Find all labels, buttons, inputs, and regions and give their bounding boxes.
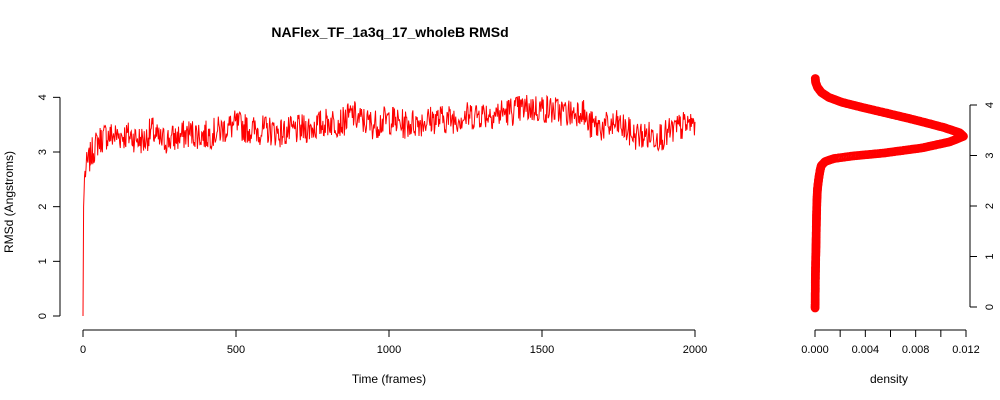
- y-tick-label: 3: [37, 149, 49, 155]
- density-point: [810, 74, 820, 83]
- y-axis-label: RMSd (Angstroms): [2, 151, 16, 253]
- x-tick-label: 1500: [530, 344, 554, 356]
- x-tick-label: 0: [80, 344, 86, 356]
- density-axes: 0.000 0.004 0.008 0.012 0 1 2 3 4: [801, 102, 996, 356]
- density-x-tick-label: 0.000: [801, 344, 829, 356]
- chart-title: NAFlex_TF_1a3q_17_wholeB RMSd: [271, 24, 508, 40]
- density-panel: density 0.000 0.004 0.008 0.012 0 1 2 3 4: [801, 74, 996, 386]
- rmsd-time-series-panel: NAFlex_TF_1a3q_17_wholeB RMSd Time (fram…: [2, 24, 707, 386]
- x-tick-label: 2000: [683, 344, 707, 356]
- density-series: [810, 74, 968, 313]
- y-tick-label: 2: [37, 204, 49, 210]
- main-axes: 0 500 1000 1500 2000 0 1 2 3 4: [37, 94, 707, 356]
- density-x-tick-label: 0.012: [952, 344, 980, 356]
- rmsd-line: [82, 94, 696, 317]
- rmsd-series: [82, 94, 696, 317]
- density-y-tick-label: 2: [984, 203, 996, 209]
- y-tick-label: 4: [37, 94, 49, 100]
- x-axis-label: Time (frames): [352, 372, 426, 386]
- density-y-tick-label: 1: [984, 253, 996, 259]
- density-x-axis-label: density: [870, 372, 908, 386]
- density-y-tick-label: 3: [984, 152, 996, 158]
- density-y-tick-label: 4: [984, 102, 996, 108]
- density-x-tick-label: 0.008: [902, 344, 930, 356]
- x-tick-label: 1000: [377, 344, 401, 356]
- y-tick-label: 1: [37, 258, 49, 264]
- x-tick-label: 500: [227, 344, 245, 356]
- density-y-tick-label: 0: [984, 304, 996, 310]
- density-x-tick-label: 0.004: [852, 344, 880, 356]
- y-tick-label: 0: [37, 313, 49, 319]
